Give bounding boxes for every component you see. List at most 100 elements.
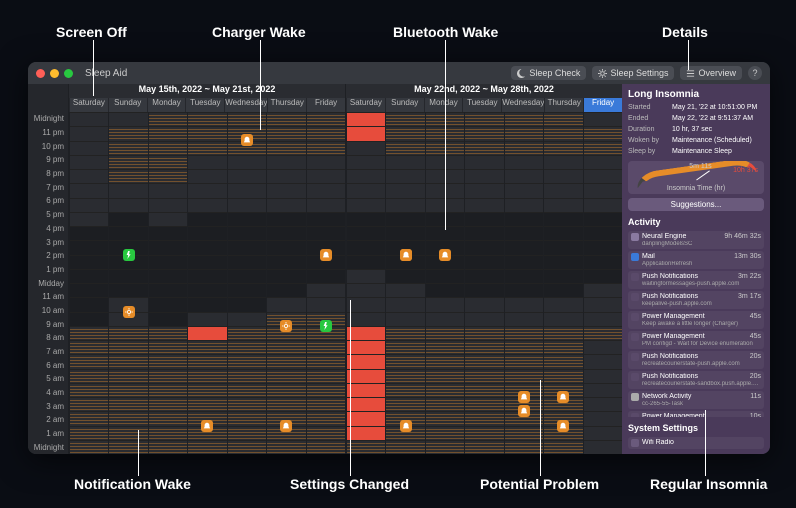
- suggestions-button[interactable]: Suggestions...: [628, 198, 764, 211]
- activity-item[interactable]: Push Notifications20srecreatecourierstat…: [628, 371, 764, 389]
- hour-cell: [544, 312, 582, 326]
- day-column[interactable]: [583, 112, 622, 454]
- hour-cell: [228, 340, 266, 354]
- day-column[interactable]: [306, 112, 345, 454]
- day-header[interactable]: Sunday: [108, 98, 147, 112]
- notification-icon[interactable]: [439, 249, 451, 261]
- notification-icon[interactable]: [280, 420, 292, 432]
- hour-cell: [228, 255, 266, 269]
- hour-cell: [505, 369, 543, 383]
- hour-label: 7 am: [28, 345, 68, 359]
- settings-icon[interactable]: [123, 306, 135, 318]
- hour-cell: [347, 397, 385, 411]
- day-header[interactable]: Friday: [583, 98, 622, 112]
- activity-item[interactable]: Neural Engine9h 46m 32sdanplingModelsSC: [628, 231, 764, 249]
- day-column[interactable]: [108, 112, 147, 454]
- hour-cell: [505, 141, 543, 155]
- day-header[interactable]: Friday: [306, 98, 345, 112]
- hour-cell: [505, 226, 543, 240]
- hour-cell: [544, 155, 582, 169]
- notification-icon[interactable]: [241, 134, 253, 146]
- hour-cell: [544, 440, 582, 454]
- day-column[interactable]: [385, 112, 424, 454]
- activity-item[interactable]: Power Management10sPowerd - Wait for cli…: [628, 411, 764, 417]
- hour-cell: [544, 169, 582, 183]
- hour-label: 2 pm: [28, 249, 68, 263]
- notification-icon[interactable]: [400, 249, 412, 261]
- day-column[interactable]: [346, 112, 385, 454]
- timeline-grid[interactable]: Midnight11 pm10 pm9 pm8 pm7 pm6 pm5 pm4 …: [28, 84, 622, 454]
- notification-icon[interactable]: [518, 391, 530, 403]
- day-header[interactable]: Tuesday: [462, 98, 501, 112]
- minimize-button[interactable]: [50, 69, 59, 78]
- hour-label: 6 am: [28, 358, 68, 372]
- hour-cell: [267, 240, 305, 254]
- zoom-button[interactable]: [64, 69, 73, 78]
- system-setting-item[interactable]: Wifi Radio: [628, 437, 764, 449]
- hour-cell: [465, 297, 503, 311]
- notification-icon[interactable]: [400, 420, 412, 432]
- day-column[interactable]: [464, 112, 503, 454]
- week-title: May 15th, 2022 ~ May 21st, 2022: [69, 84, 345, 98]
- callout-line: [540, 380, 541, 476]
- day-column[interactable]: [69, 112, 108, 454]
- charger-icon[interactable]: [123, 249, 135, 261]
- hour-cell: [544, 183, 582, 197]
- day-header[interactable]: Tuesday: [185, 98, 224, 112]
- hour-cell: [228, 426, 266, 440]
- notification-icon[interactable]: [557, 391, 569, 403]
- notification-icon[interactable]: [518, 405, 530, 417]
- activity-item[interactable]: Power Management45sKeep awake a little l…: [628, 311, 764, 329]
- sleep-value: Maintenance Sleep: [672, 148, 764, 155]
- app-window: Sleep Aid Sleep Check Sleep Settings Ove…: [28, 62, 770, 454]
- hour-cell: [584, 198, 622, 212]
- day-header[interactable]: Thursday: [544, 98, 583, 112]
- notification-icon[interactable]: [201, 420, 213, 432]
- activity-item[interactable]: Push Notifications20srecreatecourierstat…: [628, 351, 764, 369]
- notification-icon[interactable]: [557, 420, 569, 432]
- hour-cell: [465, 212, 503, 226]
- hour-cell: [228, 383, 266, 397]
- activity-item[interactable]: Network Activity11scc-265-55-Task: [628, 391, 764, 409]
- day-header[interactable]: Wednesday: [501, 98, 544, 112]
- callout-line: [705, 410, 706, 476]
- settings-icon[interactable]: [280, 320, 292, 332]
- hour-cell: [228, 326, 266, 340]
- notification-icon[interactable]: [320, 249, 332, 261]
- hour-cell: [347, 155, 385, 169]
- callout-charger-wake: Charger Wake: [212, 24, 306, 40]
- hour-cell: [70, 126, 108, 140]
- day-column[interactable]: [266, 112, 305, 454]
- activity-color-icon: [631, 393, 639, 401]
- day-column[interactable]: [187, 112, 226, 454]
- duration-value: 10 hr, 37 sec: [672, 126, 764, 133]
- activity-color-icon: [631, 373, 639, 381]
- hour-cell: [386, 112, 424, 126]
- close-button[interactable]: [36, 69, 45, 78]
- day-header[interactable]: Monday: [424, 98, 463, 112]
- activity-item[interactable]: Mail13m 30sApplicationRefresh: [628, 251, 764, 269]
- day-header[interactable]: Saturday: [346, 98, 385, 112]
- day-header[interactable]: Thursday: [267, 98, 306, 112]
- day-column[interactable]: [227, 112, 266, 454]
- hour-cell: [188, 169, 226, 183]
- activity-item[interactable]: Power Management45sPM configd - Wait for…: [628, 331, 764, 349]
- help-button[interactable]: ?: [748, 66, 762, 80]
- day-column[interactable]: [504, 112, 543, 454]
- sleep-settings-button[interactable]: Sleep Settings: [592, 66, 674, 80]
- hour-cell: [109, 198, 147, 212]
- day-column[interactable]: [543, 112, 582, 454]
- activity-item[interactable]: Push Notifications3m 22swaitingformessag…: [628, 271, 764, 289]
- charger-icon[interactable]: [320, 320, 332, 332]
- day-header[interactable]: Saturday: [69, 98, 108, 112]
- sleep-check-button[interactable]: Sleep Check: [511, 66, 586, 80]
- day-header[interactable]: Monday: [147, 98, 186, 112]
- day-header[interactable]: Sunday: [385, 98, 424, 112]
- overview-button[interactable]: Overview: [680, 66, 742, 80]
- hour-cell: [70, 240, 108, 254]
- hour-cell: [426, 283, 464, 297]
- hour-cell: [386, 283, 424, 297]
- started-key: Started: [628, 104, 668, 111]
- day-column[interactable]: [148, 112, 187, 454]
- activity-item[interactable]: Push Notifications3m 17skeepalive-push.a…: [628, 291, 764, 309]
